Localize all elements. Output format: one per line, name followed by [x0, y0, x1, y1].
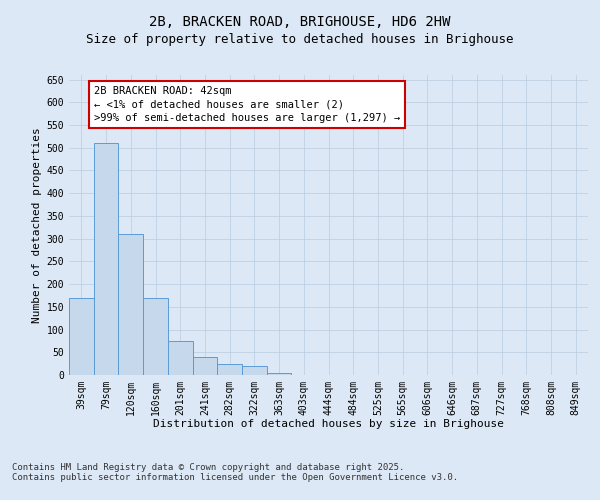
- Bar: [94, 143, 118, 375]
- Bar: [168, 341, 193, 375]
- Text: 2B, BRACKEN ROAD, BRIGHOUSE, HD6 2HW: 2B, BRACKEN ROAD, BRIGHOUSE, HD6 2HW: [149, 16, 451, 30]
- X-axis label: Distribution of detached houses by size in Brighouse: Distribution of detached houses by size …: [153, 420, 504, 430]
- Text: 2B BRACKEN ROAD: 42sqm
← <1% of detached houses are smaller (2)
>99% of semi-det: 2B BRACKEN ROAD: 42sqm ← <1% of detached…: [94, 86, 400, 123]
- Text: Contains HM Land Registry data © Crown copyright and database right 2025.
Contai: Contains HM Land Registry data © Crown c…: [12, 463, 458, 482]
- Bar: [143, 298, 168, 375]
- Bar: [217, 364, 242, 375]
- Bar: [242, 366, 267, 375]
- Bar: [267, 372, 292, 375]
- Y-axis label: Number of detached properties: Number of detached properties: [32, 127, 43, 323]
- Bar: [118, 234, 143, 375]
- Bar: [69, 298, 94, 375]
- Bar: [193, 357, 217, 375]
- Text: Size of property relative to detached houses in Brighouse: Size of property relative to detached ho…: [86, 34, 514, 46]
